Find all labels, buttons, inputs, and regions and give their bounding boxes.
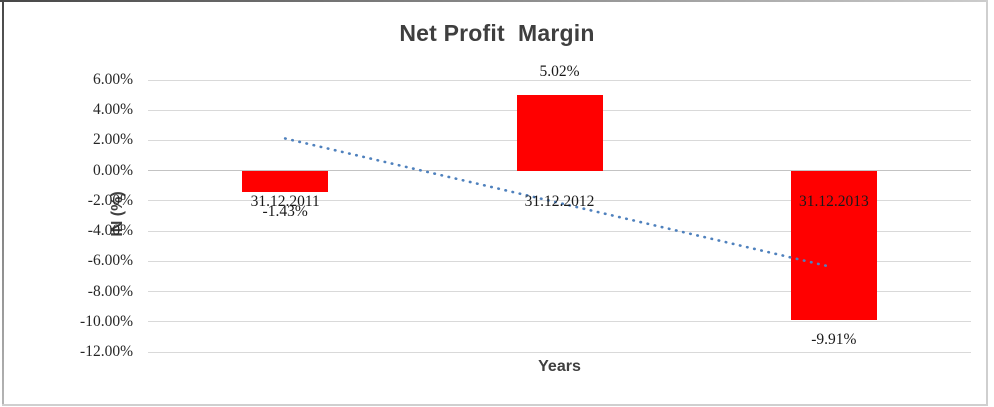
y-tick-label: -10.00% — [80, 312, 133, 330]
gridline — [148, 230, 971, 232]
y-tick-label: 4.00% — [92, 101, 133, 119]
plot-area: 31.12.2011 -1.43% 31.12.2012 5.02% 31.12.201… — [148, 64, 971, 353]
gridline — [148, 260, 971, 262]
category-label: 31.12.2013 — [798, 192, 869, 210]
category-label: 31.12.2012 — [524, 192, 595, 210]
bar — [516, 94, 603, 171]
frame-edge-bottom — [2, 404, 988, 406]
chart-title: Net Profit Margin — [399, 20, 595, 46]
gridline — [148, 291, 971, 293]
gridline — [148, 170, 971, 172]
x-axis-title: Years — [538, 358, 581, 375]
trendline — [283, 137, 832, 268]
value-label: -9.91% — [811, 331, 857, 349]
value-label: -1.43% — [262, 203, 308, 221]
gridline — [148, 200, 971, 202]
frame-edge-right — [986, 0, 988, 406]
gridline — [148, 351, 971, 353]
gridline — [148, 79, 971, 81]
category-label: 31.12.2011 — [250, 192, 320, 210]
y-tick-label: -2.00% — [87, 191, 133, 209]
gridline — [148, 321, 971, 323]
y-tick-label: 6.00% — [92, 71, 133, 88]
value-label: 5.02% — [539, 62, 580, 80]
y-tick-label: 2.00% — [92, 131, 133, 149]
bar — [242, 170, 329, 193]
y-tick-label: -12.00% — [80, 343, 133, 360]
y-tick-label: -8.00% — [87, 282, 133, 300]
frame-edge-top — [0, 0, 988, 2]
y-tick-label: -6.00% — [87, 252, 133, 270]
bar — [790, 170, 877, 321]
y-tick-label: -4.00% — [87, 222, 133, 240]
y-tick-label: 0.00% — [92, 161, 133, 179]
frame-edge-left — [2, 0, 4, 405]
